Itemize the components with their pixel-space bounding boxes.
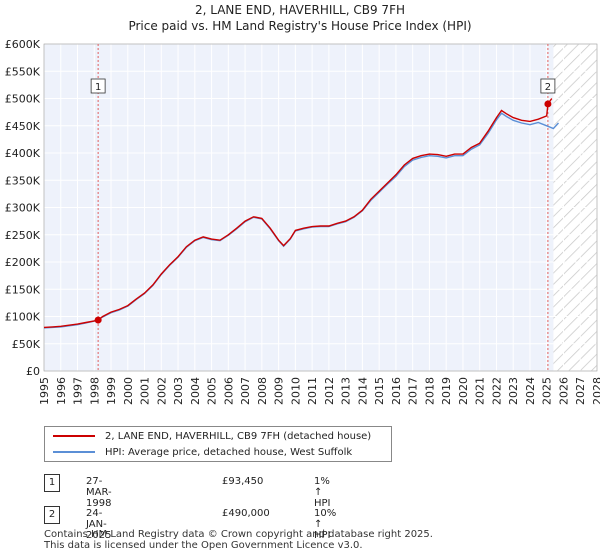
x-tick-label: 2017 [407, 377, 420, 405]
y-tick-label: £600K [5, 38, 41, 51]
x-tick-label: 2004 [189, 377, 202, 405]
y-tick-label: £500K [5, 93, 41, 106]
x-tick-label: 2026 [557, 377, 570, 405]
y-tick-label: £100K [5, 311, 41, 324]
transaction-price: £490,000 [222, 508, 270, 519]
x-tick-label: 1998 [88, 377, 101, 405]
transaction-marker: 1 [44, 474, 60, 492]
x-tick-label: 2012 [323, 377, 336, 405]
y-tick-label: £550K [5, 65, 41, 78]
chart-title-block: 2, LANE END, HAVERHILL, CB9 7FH Price pa… [0, 2, 600, 34]
x-tick-label: 2021 [474, 377, 487, 405]
annotation-label: 1 [95, 82, 101, 93]
legend-price-label: 2, LANE END, HAVERHILL, CB9 7FH (detache… [105, 430, 372, 442]
legend-item-price: 2, LANE END, HAVERHILL, CB9 7FH (detache… [53, 428, 371, 444]
x-tick-label: 2015 [373, 377, 386, 405]
annotation-box [90, 78, 106, 94]
y-tick-label: £200K [5, 256, 41, 269]
x-tick-label: 1995 [38, 377, 51, 405]
chart-subtitle: Price paid vs. HM Land Registry's House … [128, 19, 472, 33]
x-tick-label: 2028 [591, 377, 600, 405]
x-tick-label: 2027 [574, 377, 587, 405]
transaction-marker: 2 [44, 506, 60, 524]
y-tick-label: £400K [5, 147, 41, 160]
x-tick-label: 1999 [105, 377, 118, 405]
transaction-date: 27-MAR-1998 [86, 476, 112, 509]
transaction-price: £93,450 [222, 476, 264, 487]
x-tick-label: 2000 [122, 377, 135, 405]
y-tick-label: £0 [26, 365, 40, 378]
x-tick-label: 2002 [155, 377, 168, 405]
x-tick-label: 2014 [356, 377, 369, 405]
price-chart: £0 £50K £100K £150K £200K £250K £300K £350K £400… [5, 38, 600, 405]
sale-point [544, 100, 552, 108]
legend-price-swatch [53, 435, 95, 437]
x-tick-label: 2010 [289, 377, 302, 405]
x-tick-label: 2018 [423, 377, 436, 405]
y-tick-label: £250K [5, 229, 41, 242]
x-tick-label: 2007 [239, 377, 252, 405]
x-tick-label: 2024 [524, 377, 537, 405]
x-tick-label: 2019 [440, 377, 453, 405]
y-tick-label: £50K [12, 338, 41, 351]
x-tick-label: 2001 [139, 377, 152, 405]
x-tick-label: 2023 [507, 377, 520, 405]
transaction-date: 24-JAN-2025 [86, 508, 112, 541]
y-tick-label: £150K [5, 283, 41, 296]
x-tick-label: 2005 [206, 377, 219, 405]
x-tick-label: 2020 [457, 377, 470, 405]
x-tick-label: 2011 [306, 377, 319, 405]
footer-line-1: Contains HM Land Registry data © Crown c… [44, 529, 433, 540]
plot-frame [43, 43, 598, 372]
price-series-line [44, 98, 553, 329]
annotation-box [540, 78, 556, 94]
x-tick-label: 2013 [340, 377, 353, 405]
x-tick-label: 2025 [541, 377, 554, 405]
transaction-hpi-change: 1% ↑ HPI [314, 476, 331, 509]
x-tick-label: 2016 [390, 377, 403, 405]
x-tick-label: 2022 [490, 377, 503, 405]
annotation-label: 2 [545, 82, 551, 93]
legend-hpi-label: HPI: Average price, detached house, West… [105, 446, 353, 458]
y-tick-label: £350K [5, 174, 41, 187]
legend-hpi-swatch [53, 451, 95, 453]
x-tick-label: 2009 [273, 377, 286, 405]
legend-item-hpi: HPI: Average price, detached house, West… [53, 444, 352, 460]
footer-note: Contains HM Land Registry data © Crown c… [44, 529, 433, 551]
sale-point [94, 316, 102, 324]
x-tick-label: 2008 [256, 377, 269, 405]
series-layer [44, 98, 560, 329]
footer-line-2: This data is licensed under the Open Gov… [44, 540, 363, 551]
chart-title: 2, LANE END, HAVERHILL, CB9 7FH [194, 3, 405, 17]
y-tick-label: £450K [5, 120, 41, 133]
x-tick-label: 1996 [55, 377, 68, 405]
y-tick-label: £300K [5, 202, 41, 215]
x-tick-label: 2003 [172, 377, 185, 405]
x-tick-label: 2006 [222, 377, 235, 405]
chart-legend: 2, LANE END, HAVERHILL, CB9 7FH (detache… [44, 426, 392, 462]
x-tick-label: 1997 [72, 377, 85, 405]
transaction-hpi-change: 10% ↑ HPI [314, 508, 337, 541]
